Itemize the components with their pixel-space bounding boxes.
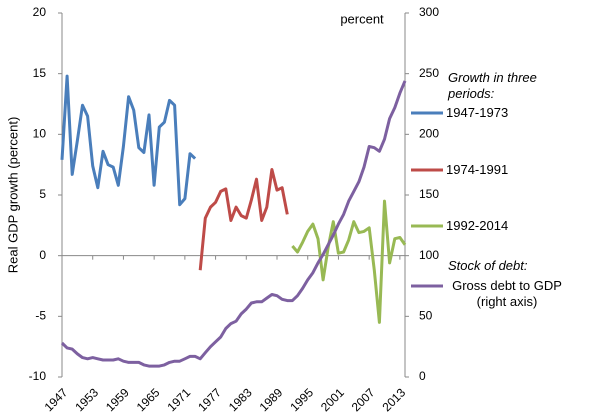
legend-heading: Growth in three periods: (448, 70, 537, 101)
series-line (60, 74, 197, 207)
y-tick-label: -10 (29, 369, 47, 383)
y2-tick-label: 250 (419, 66, 439, 80)
x-tick-label: 1971 (164, 385, 193, 414)
legend-label: 1992-2014 (446, 218, 509, 233)
x-tick-label: 2001 (318, 385, 347, 414)
x-tick-label: 1989 (257, 385, 286, 414)
y-tick-label: -5 (35, 309, 46, 323)
y2-tick-label: 0 (419, 369, 426, 383)
x-tick-label: 1977 (195, 385, 224, 414)
series-line (198, 168, 289, 271)
legend-label: 1974-1991 (446, 162, 509, 177)
series-line (60, 80, 407, 368)
y-tick-label: 5 (39, 187, 46, 201)
y-tick-label: 0 (39, 248, 46, 262)
x-tick-label: 1947 (42, 385, 71, 414)
x-tick-label: 2013 (379, 385, 408, 414)
y2-tick-label: 150 (419, 187, 439, 201)
x-tick-label: 2007 (349, 385, 378, 414)
legend-label: Gross debt to GDP (right axis) (452, 278, 562, 309)
y2-tick-label: 300 (419, 5, 439, 19)
x-tick-label: 1995 (287, 385, 316, 414)
unit-label: percent (340, 11, 384, 26)
y-tick-label: 20 (33, 5, 47, 19)
y-tick-label: 10 (33, 127, 47, 141)
series-line (291, 199, 407, 324)
legend-label: 1947-1973 (446, 105, 509, 120)
x-tick-label: 1953 (72, 385, 101, 414)
y2-tick-label: 50 (419, 309, 433, 323)
x-tick-label: 1965 (134, 385, 163, 414)
y-axis-label: Real GDP growth (percent) (5, 117, 20, 274)
x-tick-label: 1959 (103, 385, 132, 414)
y-tick-label: 15 (33, 66, 47, 80)
x-tick-label: 1983 (226, 385, 255, 414)
y2-tick-label: 100 (419, 248, 439, 262)
legend-heading: Stock of debt: (448, 258, 528, 273)
y2-tick-label: 200 (419, 127, 439, 141)
